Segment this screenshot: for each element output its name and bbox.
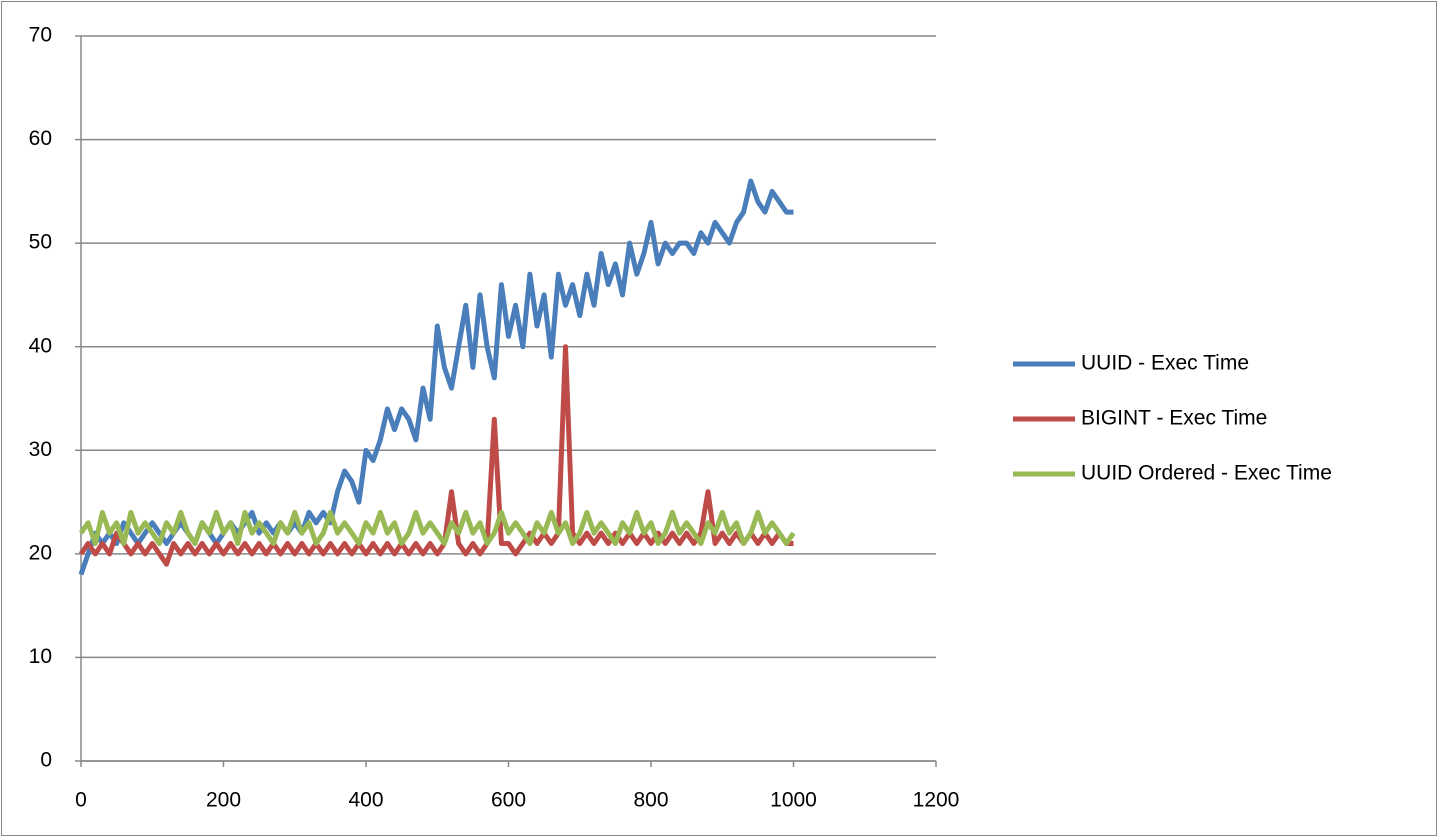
y-tick-label: 10: [29, 645, 52, 668]
legend-label: BIGINT - Exec Time: [1081, 407, 1267, 430]
x-tick-label: 1000: [770, 789, 817, 812]
x-tick-label: 800: [633, 789, 668, 812]
y-tick-label: 60: [29, 127, 52, 150]
y-tick-label: 20: [29, 541, 52, 564]
x-tick-label: 0: [75, 789, 87, 812]
x-tick-label: 1200: [913, 789, 960, 812]
x-tick-label: 200: [206, 789, 241, 812]
legend-label: UUID Ordered - Exec Time: [1081, 462, 1332, 485]
series-line: [78, 344, 794, 567]
series-line: [78, 509, 796, 546]
y-tick-label: 40: [29, 334, 52, 357]
y-tick-label: 30: [29, 438, 52, 461]
x-tick-label: 400: [348, 789, 383, 812]
y-tick-label: 50: [29, 231, 52, 254]
x-tick-label: 600: [491, 789, 526, 812]
y-tick-label: 70: [29, 24, 52, 47]
legend-label: UUID - Exec Time: [1081, 352, 1249, 375]
y-tick-label: 0: [40, 749, 52, 772]
